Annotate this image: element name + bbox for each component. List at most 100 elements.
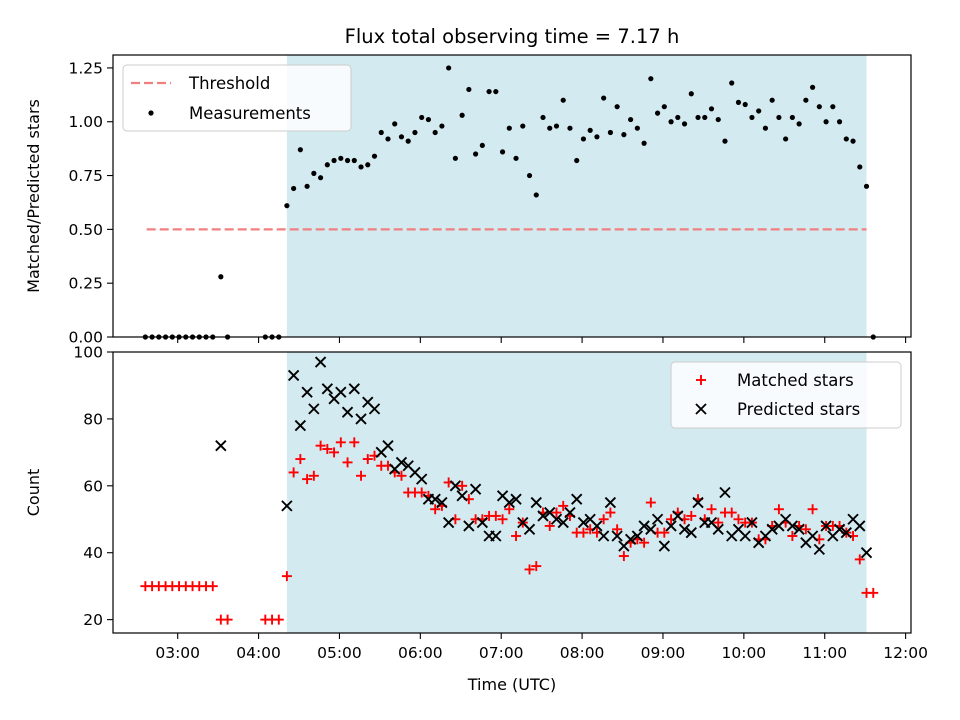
data-point [634,125,640,131]
data-point [540,114,546,121]
data-point [416,487,427,498]
y-tick-label: 40 [83,544,103,562]
data-point [351,157,357,164]
data-point [405,138,411,144]
data-point [816,104,822,110]
data-point [854,554,865,565]
y-tick-label: 0.00 [68,329,103,347]
data-point [783,136,789,142]
data-point [288,467,299,478]
data-point [749,114,755,121]
legend-measurements-swatch [148,110,154,116]
data-point [612,524,623,535]
data-point [614,104,620,110]
data-point [429,493,441,505]
data-point [294,419,307,432]
data-point [685,526,697,539]
data-point [807,504,818,515]
data-point [398,134,405,140]
bottom-axes: 20 40 60 80 100 03:00 04:00 05:00 06:00 07:00 08:0… [24,344,928,695]
legend-label: Measurements [189,104,311,123]
data-point [726,507,737,518]
data-point [308,470,319,481]
data-point [392,121,398,127]
data-point [463,520,475,532]
data-point [800,524,811,535]
data-point [329,447,340,458]
data-point [553,123,560,129]
data-point [651,513,664,525]
data-point [533,192,539,198]
x-tick-label: 09:00 [641,644,686,662]
data-point [308,403,320,415]
x-tick-label: 11:00 [802,644,847,662]
data-point [692,496,704,509]
data-point [661,104,667,110]
observing-window [286,55,867,337]
data-point [430,504,441,515]
data-point [530,496,542,509]
data-point [793,523,805,535]
y-tick-label: 20 [83,611,103,629]
data-point [607,129,614,136]
y-tick-label: 0.25 [68,275,103,293]
data-point [335,386,347,398]
data-point [550,513,563,525]
data-point [531,561,542,572]
data-point [638,520,650,532]
data-point [302,474,313,485]
data-point [287,369,300,382]
data-point [342,457,353,468]
data-point [476,516,489,529]
data-point [560,97,566,103]
data-point [547,125,553,131]
y-tick-label: 80 [83,410,103,428]
data-point [678,523,691,535]
data-point [344,157,351,164]
data-point [456,490,468,502]
data-point [291,185,297,192]
data-point [675,114,681,121]
data-point [854,520,866,532]
legend-label: Threshold [188,74,270,93]
data-point [863,183,870,189]
data-point [688,91,694,97]
data-point [672,510,684,522]
data-point [378,129,384,136]
data-point [523,523,536,535]
series-matched-stars [140,437,879,625]
data-point [486,88,492,95]
data-point [715,116,721,123]
data-point [331,157,337,164]
data-point [823,119,829,125]
data-point [762,125,769,131]
data-point [786,520,799,532]
data-point [659,527,670,538]
data-point [611,530,623,542]
data-point [681,121,688,127]
data-point [746,516,758,529]
data-point [395,456,408,469]
data-point [648,76,654,82]
data-point [273,614,284,625]
data-point [446,65,452,71]
data-point [324,162,330,168]
data-point [713,517,724,528]
data-point [733,514,744,525]
data-point [511,530,522,541]
data-point [621,132,627,138]
data-point [510,493,522,505]
legend-box [670,361,902,429]
x-tick-label: 08:00 [560,644,605,662]
data-point [218,274,224,280]
data-point [708,106,715,112]
data-point [665,520,677,532]
data-point [809,84,816,90]
data-point [574,157,580,164]
legend-label: Matched stars [737,371,854,390]
data-point [362,454,373,465]
data-point [645,523,657,535]
data-point [284,203,290,209]
data-point [311,170,317,176]
